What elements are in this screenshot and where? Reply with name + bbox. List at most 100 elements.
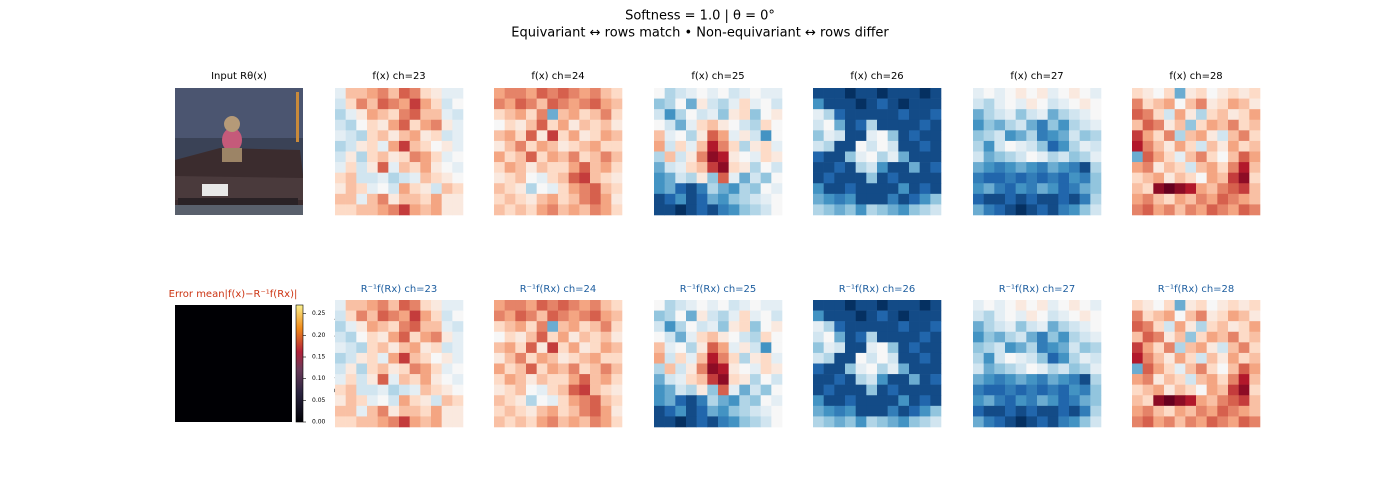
heatmap-cell bbox=[1069, 416, 1080, 428]
heatmap-cell bbox=[1015, 331, 1027, 343]
heatmap-cell bbox=[930, 300, 942, 311]
heatmap-cell bbox=[909, 88, 920, 99]
heatmap-cell bbox=[431, 405, 442, 417]
heatmap-cell bbox=[855, 151, 867, 163]
heatmap-cell bbox=[750, 183, 761, 195]
heatmap-cell bbox=[771, 119, 783, 131]
heatmap-cell bbox=[611, 321, 623, 333]
heatmap-cell bbox=[1142, 98, 1154, 110]
heatmap-cell bbox=[1196, 363, 1207, 375]
colorbar-tick-label: 0.25 bbox=[312, 310, 326, 317]
heatmap-cell bbox=[367, 109, 378, 121]
heatmap-cell bbox=[1037, 384, 1048, 396]
heatmap-cell bbox=[1206, 405, 1218, 417]
heatmap-cell bbox=[515, 374, 527, 385]
heatmap-cell bbox=[855, 352, 867, 364]
heatmap-cell bbox=[452, 363, 464, 375]
heatmap-cell bbox=[877, 130, 888, 142]
heatmap-cell bbox=[579, 374, 591, 385]
heatmap-cell bbox=[504, 300, 516, 311]
heatmap-cell bbox=[898, 88, 910, 99]
heatmap-cell bbox=[771, 363, 783, 375]
heatmap-cell bbox=[664, 88, 676, 99]
heatmap-cell bbox=[994, 151, 1006, 163]
heatmap-cell bbox=[1058, 88, 1070, 99]
heatmap-cell bbox=[568, 151, 580, 163]
heatmap-cell bbox=[1037, 405, 1048, 417]
heatmap-cell bbox=[1090, 162, 1102, 173]
heatmap-cell bbox=[420, 395, 432, 407]
heatmap-cell bbox=[420, 342, 432, 354]
heatmap-cell bbox=[877, 98, 888, 110]
colorbar-tick-label: 0.05 bbox=[312, 397, 326, 404]
heatmap-cell bbox=[600, 151, 612, 163]
heatmap-cell bbox=[611, 374, 623, 385]
heatmap-cell bbox=[1090, 183, 1102, 195]
heatmap-cell bbox=[568, 363, 580, 375]
heatmap-cell bbox=[654, 204, 665, 216]
heatmap-cell bbox=[707, 109, 719, 121]
heatmap-cell bbox=[494, 151, 505, 163]
heatmap-cell bbox=[1090, 374, 1102, 385]
heatmap-cell bbox=[409, 395, 421, 407]
heatmap-cell bbox=[654, 300, 665, 311]
heatmap-cell bbox=[1069, 384, 1080, 396]
heatmap-cell bbox=[1069, 405, 1080, 417]
heatmap-cell bbox=[823, 109, 835, 121]
heatmap-cell bbox=[568, 342, 580, 354]
heatmap-cell bbox=[399, 363, 410, 375]
heatmap-cell bbox=[1153, 204, 1165, 216]
heatmap-cell bbox=[1142, 374, 1154, 385]
heatmap-cell bbox=[526, 310, 537, 322]
heatmap-cell bbox=[994, 193, 1006, 205]
heatmap-cell bbox=[983, 183, 995, 195]
heatmap-cell bbox=[909, 363, 920, 375]
heatmap-cell bbox=[1206, 352, 1218, 364]
heatmap-cell bbox=[1015, 321, 1027, 333]
heatmap-cell bbox=[973, 119, 984, 131]
panel-title: R⁻¹f(Rx) ch=25 bbox=[680, 284, 757, 295]
heatmap-cell bbox=[909, 162, 920, 173]
heatmap-cell bbox=[686, 151, 697, 163]
heatmap-cell bbox=[887, 119, 899, 131]
heatmap-cell bbox=[866, 130, 878, 142]
heatmap-cell bbox=[1132, 98, 1143, 110]
heatmap-cell bbox=[431, 162, 442, 173]
heatmap-cell bbox=[1238, 321, 1250, 333]
heatmap-cell bbox=[1217, 384, 1229, 396]
heatmap-cell bbox=[866, 384, 878, 396]
heatmap-cell bbox=[536, 300, 548, 311]
heatmap-cell bbox=[1196, 300, 1207, 311]
heatmap-cell bbox=[834, 363, 846, 375]
heatmap-cell bbox=[1206, 384, 1218, 396]
heatmap-cell bbox=[1047, 162, 1059, 173]
heatmap-cell bbox=[887, 331, 899, 343]
heatmap-cell bbox=[1206, 374, 1218, 385]
heatmap-cell bbox=[558, 151, 569, 163]
heatmap-cell bbox=[452, 172, 464, 184]
heatmap-cell bbox=[654, 374, 665, 385]
heatmap-cell bbox=[1185, 109, 1197, 121]
heatmap-cell bbox=[579, 363, 591, 375]
heatmap-cell bbox=[611, 405, 623, 417]
heatmap-cell bbox=[1005, 130, 1016, 142]
heatmap-cell bbox=[452, 204, 464, 216]
heatmap-cell bbox=[750, 119, 761, 131]
heatmap-cell bbox=[345, 416, 357, 428]
heatmap-cell bbox=[983, 193, 995, 205]
heatmap-cell bbox=[707, 374, 719, 385]
heatmap-cell bbox=[377, 140, 389, 152]
heatmap-cell bbox=[877, 363, 888, 375]
heatmap-cell bbox=[1142, 183, 1154, 195]
heatmap-cell bbox=[431, 374, 442, 385]
heatmap-cell bbox=[1142, 331, 1154, 343]
heatmap-cell bbox=[813, 130, 824, 142]
heatmap-cell bbox=[399, 300, 410, 311]
heatmap-cell bbox=[431, 300, 442, 311]
heatmap-cell bbox=[377, 162, 389, 173]
heatmap-cell bbox=[983, 384, 995, 396]
heatmap-cell bbox=[930, 321, 942, 333]
heatmap-cell bbox=[1090, 172, 1102, 184]
heatmap-cell bbox=[718, 162, 729, 173]
heatmap-cell bbox=[600, 405, 612, 417]
